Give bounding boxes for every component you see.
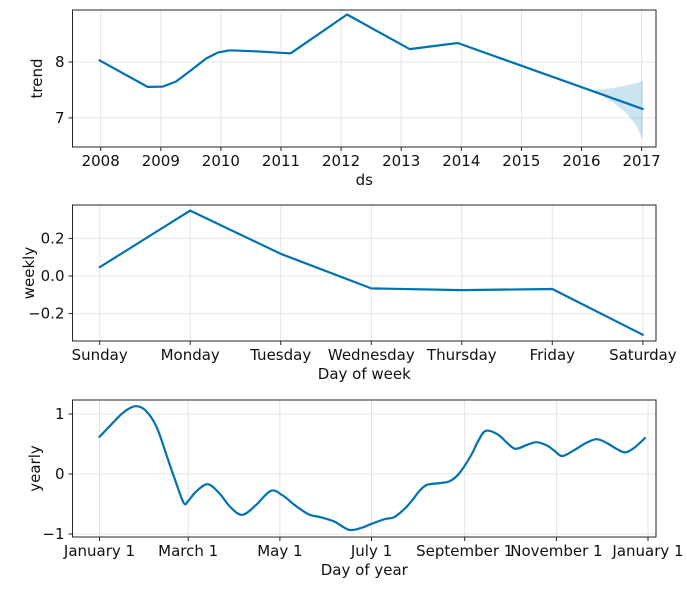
x-tick-label: 2010	[202, 152, 240, 170]
x-tick-label: September 1	[416, 542, 513, 560]
x-tick-label: Saturday	[609, 346, 677, 364]
x-tick-label: 2011	[262, 152, 300, 170]
subplot-trend: 2008 2009 2010 2011 2012 2013 2014 2015 2016 2017…	[28, 9, 661, 189]
x-tick-label: 2016	[562, 152, 600, 170]
x-tick-label: 2013	[382, 152, 420, 170]
weekly-ylabel: weekly	[20, 247, 38, 300]
yearly-ylabel: yearly	[26, 445, 44, 492]
subplot-weekly: Sunday Monday Tuesday Wednesday Thursday Frid…	[20, 204, 677, 383]
x-tick-label: Thursday	[426, 346, 497, 364]
x-tick-label: 2017	[623, 152, 661, 170]
weekly-xlabel: Day of week	[318, 365, 411, 383]
x-tick-label: 2015	[502, 152, 540, 170]
yearly-line	[98, 405, 647, 532]
x-tick-label: 2014	[442, 152, 480, 170]
x-tick-label: Monday	[161, 346, 220, 364]
plot-border	[72, 9, 657, 148]
plot-border	[72, 399, 657, 538]
x-tick-label: 2009	[142, 152, 180, 170]
x-tick-label: Friday	[530, 346, 576, 364]
x-tick-label: January 1	[63, 542, 135, 560]
yearly-xlabel: Day of year	[321, 561, 409, 579]
x-tick-label: May 1	[257, 542, 302, 560]
trend-line	[98, 13, 644, 111]
x-tick-label: March 1	[158, 542, 218, 560]
y-tick-label: 0.0	[41, 267, 65, 285]
x-tick-label: July 1	[350, 542, 392, 560]
subplot-yearly: January 1 March 1 May 1 July 1 September 1No…	[26, 399, 684, 579]
x-tick-label: Wednesday	[328, 346, 415, 364]
plot-border	[72, 204, 657, 342]
y-tick-label: 0	[55, 465, 65, 483]
trend-ylabel: trend	[28, 59, 46, 99]
x-tick-label: Sunday	[72, 346, 128, 364]
y-tick-label: −0.2	[28, 305, 64, 323]
uncertainty-band	[591, 80, 643, 140]
y-tick-label: −1	[42, 525, 64, 543]
x-tick-label: Tuesday	[249, 346, 311, 364]
trend-xlabel: ds	[356, 171, 374, 189]
x-tick-label: November 1	[510, 542, 602, 560]
x-tick-label: 2008	[82, 152, 120, 170]
x-tick-label: 2012	[322, 152, 360, 170]
y-tick-label: 0.2	[41, 229, 65, 247]
y-tick-label: 7	[55, 109, 65, 127]
x-tick-label: January 1	[611, 542, 683, 560]
y-tick-label: 8	[55, 53, 65, 71]
weekly-line	[98, 209, 644, 336]
y-tick-label: 1	[55, 405, 65, 423]
